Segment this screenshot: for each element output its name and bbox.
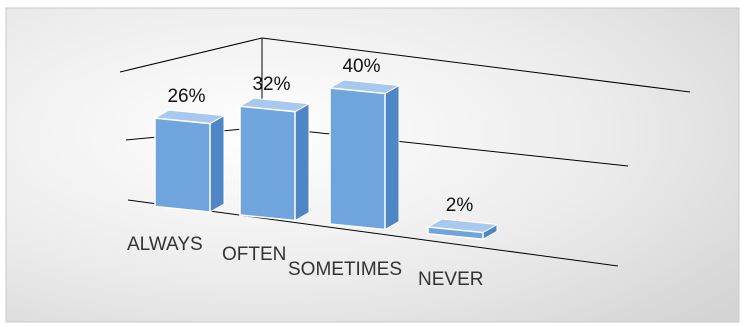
bar-front — [154, 117, 211, 213]
data-label: 32% — [252, 74, 290, 95]
gridline — [264, 126, 629, 167]
category-label: ALWAYS — [127, 234, 203, 255]
bar — [426, 218, 499, 241]
bar-side — [384, 84, 400, 231]
bar-front — [329, 87, 386, 231]
gridline — [119, 37, 263, 73]
bar — [328, 79, 401, 231]
data-labels: 26% 32% 40% 2% — [167, 56, 473, 216]
bars — [153, 79, 499, 241]
data-label: 26% — [167, 86, 205, 107]
bar — [153, 109, 226, 213]
data-label: 40% — [342, 56, 380, 77]
category-label: NEVER — [418, 269, 483, 290]
category-label: SOMETIMES — [288, 259, 402, 280]
bar-side — [294, 102, 310, 222]
bar-front — [239, 105, 296, 222]
data-label: 2% — [446, 195, 474, 216]
gridline — [261, 37, 691, 93]
bar-front — [427, 226, 484, 241]
bar-side — [209, 114, 225, 213]
category-label: OFTEN — [222, 244, 286, 265]
bar — [238, 97, 311, 222]
